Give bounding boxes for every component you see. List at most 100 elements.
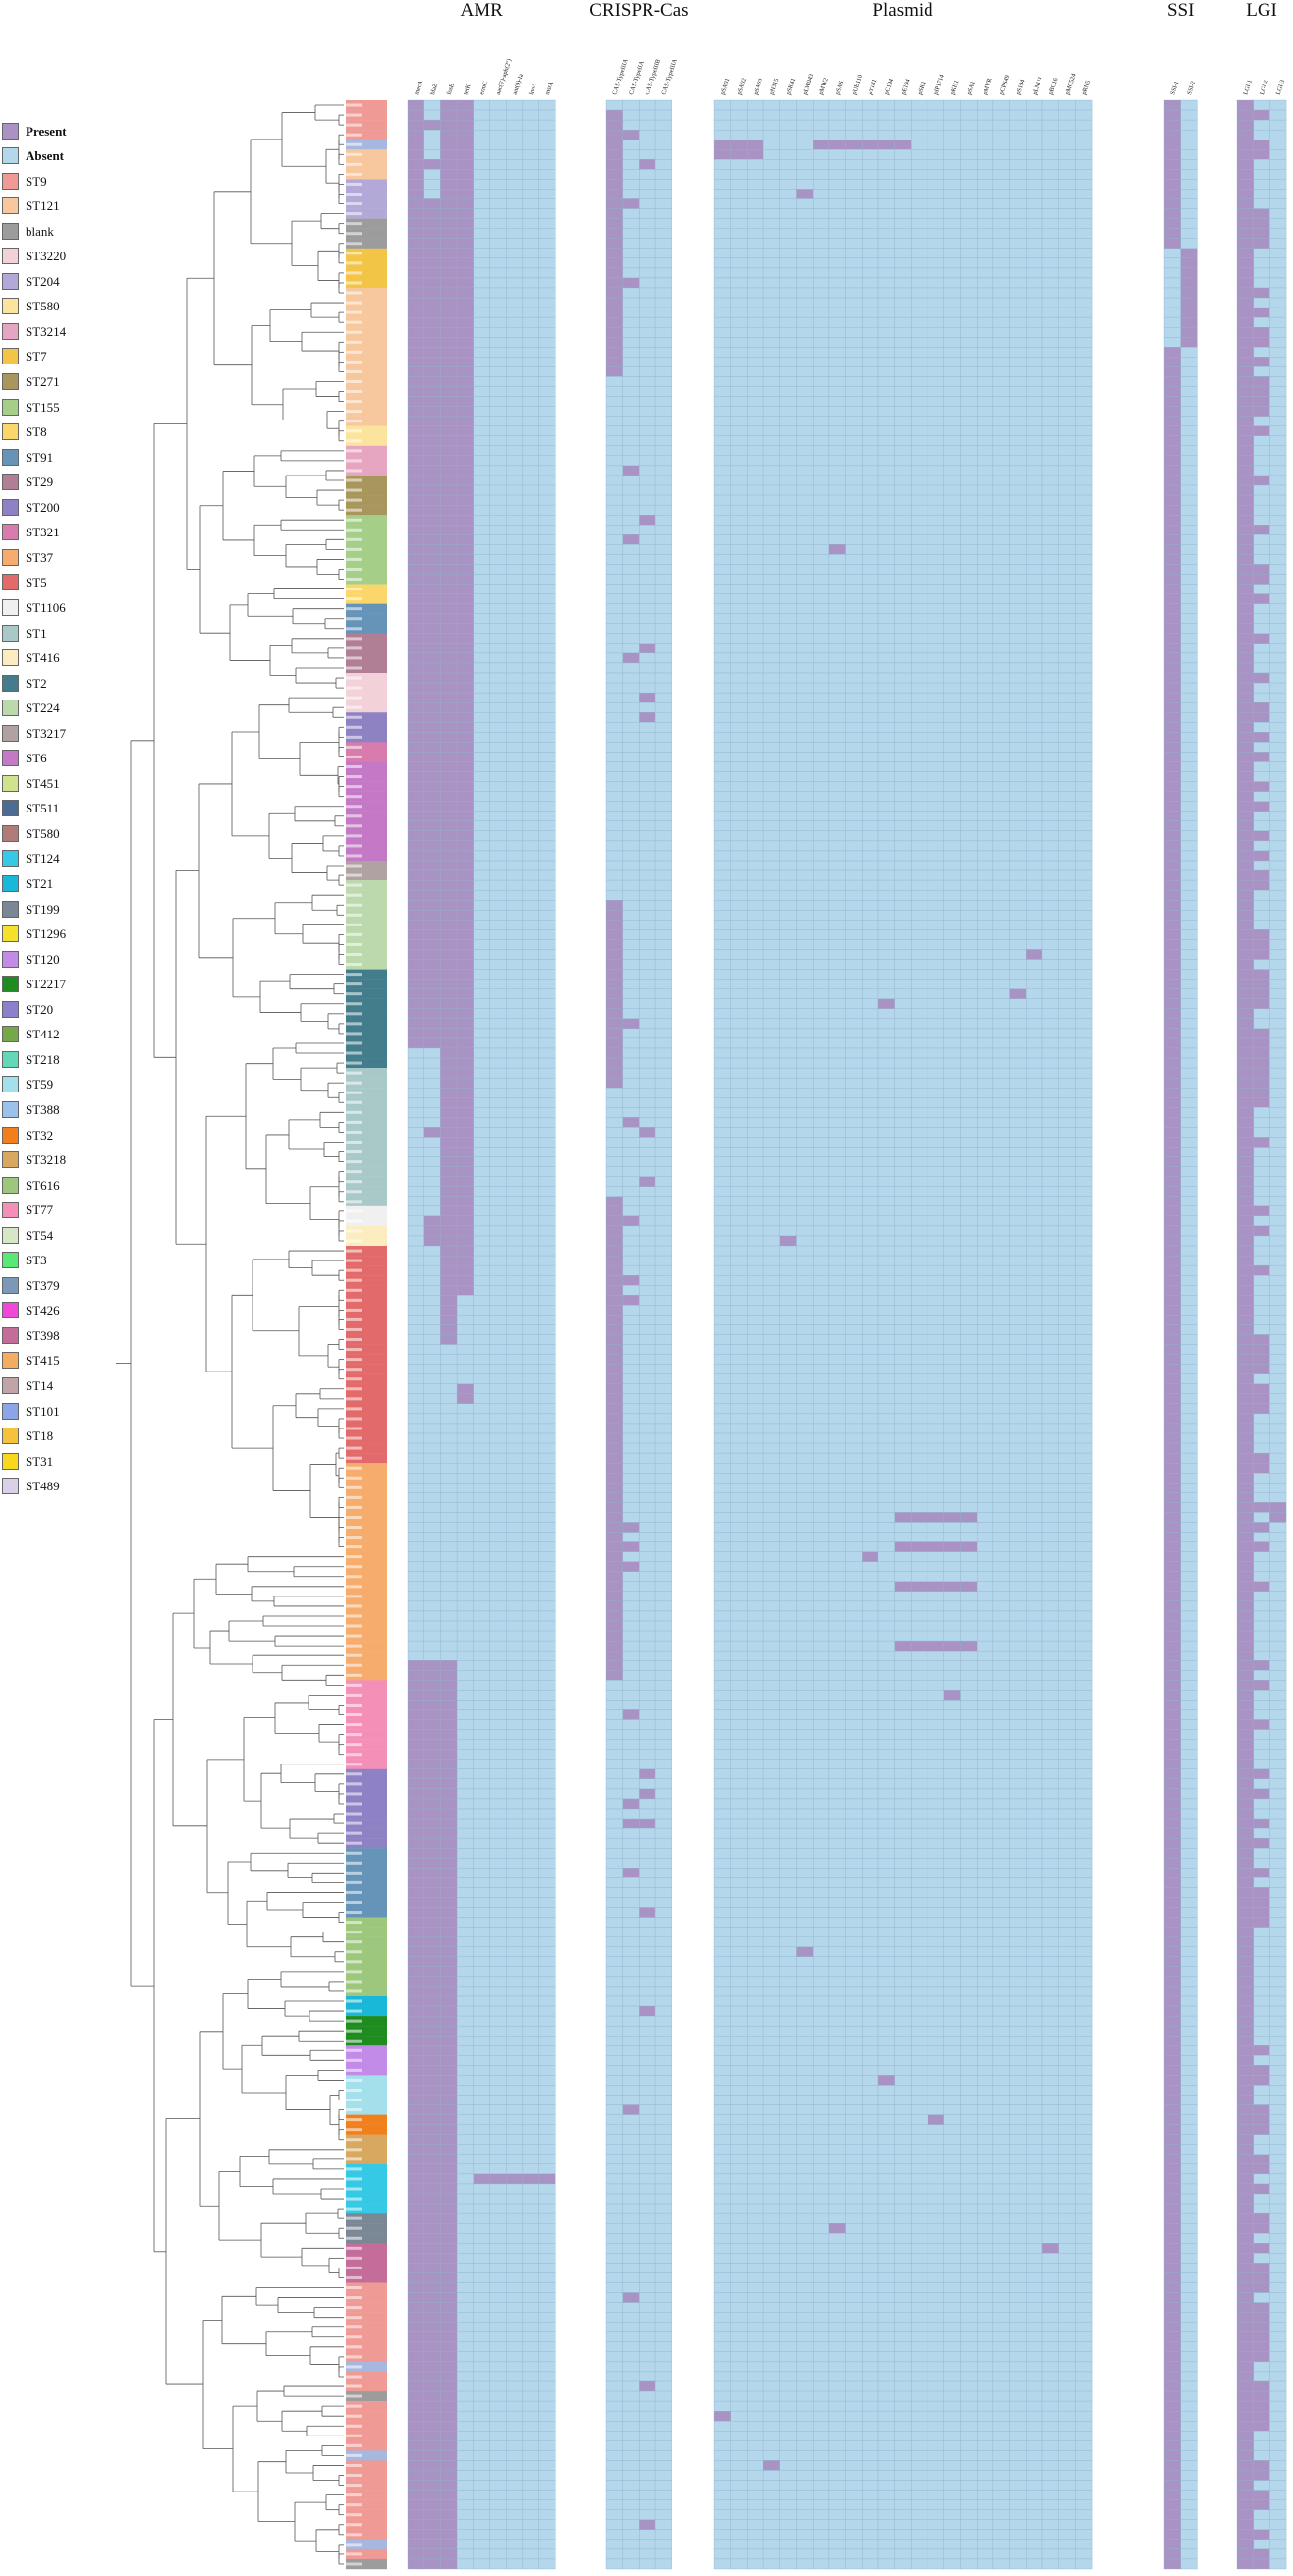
- heatmap-cell: [407, 1630, 424, 1642]
- heatmap-cell: [440, 2163, 458, 2175]
- heatmap-cell: [522, 1442, 539, 1454]
- heatmap-cell: [407, 1946, 424, 1957]
- heatmap-cell: [456, 267, 474, 279]
- heatmap-cell: [622, 1077, 640, 1089]
- heatmap-cell: [423, 2036, 441, 2046]
- heatmap-cell: [506, 1719, 524, 1730]
- heatmap-cell: [407, 732, 424, 743]
- heatmap-cell: [522, 1561, 539, 1572]
- heatmap-cell: [407, 416, 424, 426]
- heatmap-cell: [456, 2351, 474, 2363]
- heatmap-cell: [440, 1176, 458, 1187]
- heatmap-cell: [407, 257, 424, 269]
- heatmap-cell: [440, 1700, 458, 1710]
- heatmap-cell: [456, 1709, 474, 1720]
- heatmap-cell: [639, 1581, 656, 1593]
- heatmap-cell: [522, 889, 539, 901]
- legend-swatch: [2, 700, 19, 717]
- sample-label: [346, 1308, 362, 1312]
- heatmap-cell: [654, 1088, 672, 1098]
- heatmap-cell: [522, 1492, 539, 1503]
- heatmap-cell: [489, 149, 507, 160]
- heatmap-cell: [440, 1986, 458, 1997]
- heatmap-cell: [423, 2371, 441, 2382]
- heatmap-cell: [407, 1778, 424, 1790]
- heatmap-cell: [538, 1315, 556, 1325]
- heatmap-cell: [713, 208, 731, 219]
- heatmap-cell: [730, 129, 748, 140]
- heatmap-cell: [622, 109, 640, 121]
- heatmap-cell: [407, 850, 424, 862]
- heatmap-cell: [639, 682, 656, 694]
- heatmap-cell: [639, 771, 656, 782]
- heatmap-cell: [654, 1364, 672, 1374]
- heatmap-cell: [407, 1413, 424, 1425]
- heatmap-cell: [423, 1877, 441, 1888]
- heatmap-cell: [605, 2193, 623, 2205]
- sample-label: [346, 1723, 362, 1727]
- heatmap-cell: [605, 1956, 623, 1968]
- heatmap-cell: [407, 1156, 424, 1167]
- heatmap-cell: [538, 1364, 556, 1374]
- heatmap-cell: [639, 366, 656, 377]
- heatmap-cell: [456, 1837, 474, 1849]
- legend-swatch: [2, 900, 19, 918]
- heatmap-cell: [538, 742, 556, 753]
- heatmap-cell: [456, 208, 474, 219]
- heatmap-cell: [473, 781, 490, 792]
- heatmap-cell: [538, 1166, 556, 1177]
- heatmap-cell: [506, 238, 524, 249]
- heatmap-cell: [440, 1442, 458, 1454]
- heatmap-cell: [654, 1028, 672, 1039]
- heatmap-cell: [473, 1561, 490, 1572]
- heatmap-cell: [522, 1541, 539, 1552]
- heatmap-cell: [473, 2163, 490, 2175]
- heatmap-cell: [522, 1610, 539, 1622]
- sample-label: [346, 2009, 362, 2013]
- heatmap-cell: [605, 2322, 623, 2332]
- heatmap-cell: [605, 949, 623, 960]
- heatmap-cell: [522, 1245, 539, 1257]
- heatmap-cell: [407, 1373, 424, 1384]
- heatmap-cell: [639, 327, 656, 338]
- heatmap-cell: [538, 1512, 556, 1523]
- heatmap-cell: [440, 297, 458, 308]
- heatmap-cell: [522, 2380, 539, 2392]
- heatmap-cell: [456, 1196, 474, 1206]
- heatmap-cell: [538, 1295, 556, 1306]
- heatmap-cell: [440, 988, 458, 999]
- heatmap-cell: [522, 1858, 539, 1869]
- heatmap-cell: [423, 248, 441, 259]
- heatmap-cell: [654, 1037, 672, 1049]
- heatmap-cell: [423, 406, 441, 417]
- heatmap-cell: [423, 2421, 441, 2432]
- heatmap-cell: [489, 544, 507, 555]
- legend-label: ST59: [26, 1077, 54, 1092]
- heatmap-cell: [605, 2223, 623, 2234]
- heatmap-cell: [489, 988, 507, 999]
- heatmap-cell: [654, 307, 672, 318]
- heatmap-cell: [605, 2470, 623, 2481]
- heatmap-cell: [605, 722, 623, 733]
- heatmap-cell: [440, 465, 458, 476]
- heatmap-cell: [506, 1858, 524, 1869]
- heatmap-cell: [423, 1966, 441, 1978]
- heatmap-cell: [489, 2292, 507, 2303]
- heatmap-cell: [622, 1976, 640, 1988]
- heatmap-cell: [423, 593, 441, 604]
- sample-label: [346, 1634, 362, 1638]
- heatmap-cell: [456, 781, 474, 792]
- heatmap-cell: [522, 2114, 539, 2125]
- heatmap-cell: [440, 1067, 458, 1079]
- heatmap-cell: [654, 1463, 672, 1474]
- heatmap-cell: [506, 1393, 524, 1405]
- heatmap-cell: [877, 129, 895, 140]
- legend-label: Present: [26, 123, 67, 139]
- heatmap-cell: [506, 1620, 524, 1632]
- heatmap-cell: [894, 99, 912, 111]
- heatmap-cell: [456, 2212, 474, 2224]
- heatmap-cell: [877, 189, 895, 199]
- heatmap-cell: [440, 1610, 458, 1622]
- heatmap-cell: [639, 228, 656, 239]
- heatmap-cell: [639, 1354, 656, 1365]
